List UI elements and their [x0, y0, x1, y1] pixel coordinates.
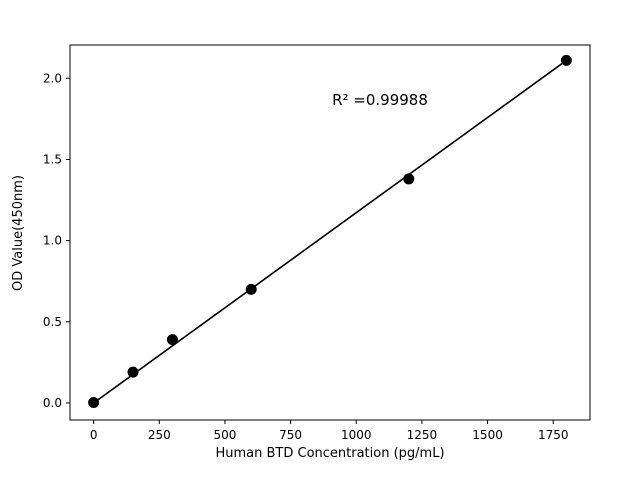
axis-ticks: 0 250 500 750 1000 1250 1500 1750 0.0 0.5 1.0 1.5 2.… [43, 44, 591, 442]
y-tick-label: 0.0 [43, 396, 62, 410]
y-axis-label: OD Value(450nm) [11, 175, 26, 291]
x-tick-label: 250 [148, 428, 171, 442]
x-tick-label: 1500 [472, 428, 503, 442]
data-point [560, 54, 572, 66]
x-tick-label: 750 [279, 428, 302, 442]
data-point [403, 173, 415, 185]
data-point [166, 334, 178, 346]
data-series [88, 54, 572, 408]
data-point [88, 396, 100, 408]
data-point [245, 283, 257, 295]
x-tick-label: 1750 [538, 428, 569, 442]
r-squared-annotation: R² =0.99988 [332, 91, 428, 109]
y-tick-label: 1.0 [43, 234, 62, 248]
y-tick-label: 0.5 [43, 315, 62, 329]
x-tick-label: 500 [213, 428, 236, 442]
x-tick-label: 1000 [341, 428, 372, 442]
fit-line [93, 59, 567, 404]
plot-border [69, 44, 591, 421]
y-tick-label: 2.0 [43, 71, 62, 85]
data-point [127, 366, 139, 378]
x-tick-label: 0 [90, 428, 98, 442]
x-axis-label: Human BTD Concentration (pg/mL) [215, 446, 444, 461]
x-tick-label: 1250 [407, 428, 438, 442]
y-tick-label: 1.5 [43, 152, 62, 166]
